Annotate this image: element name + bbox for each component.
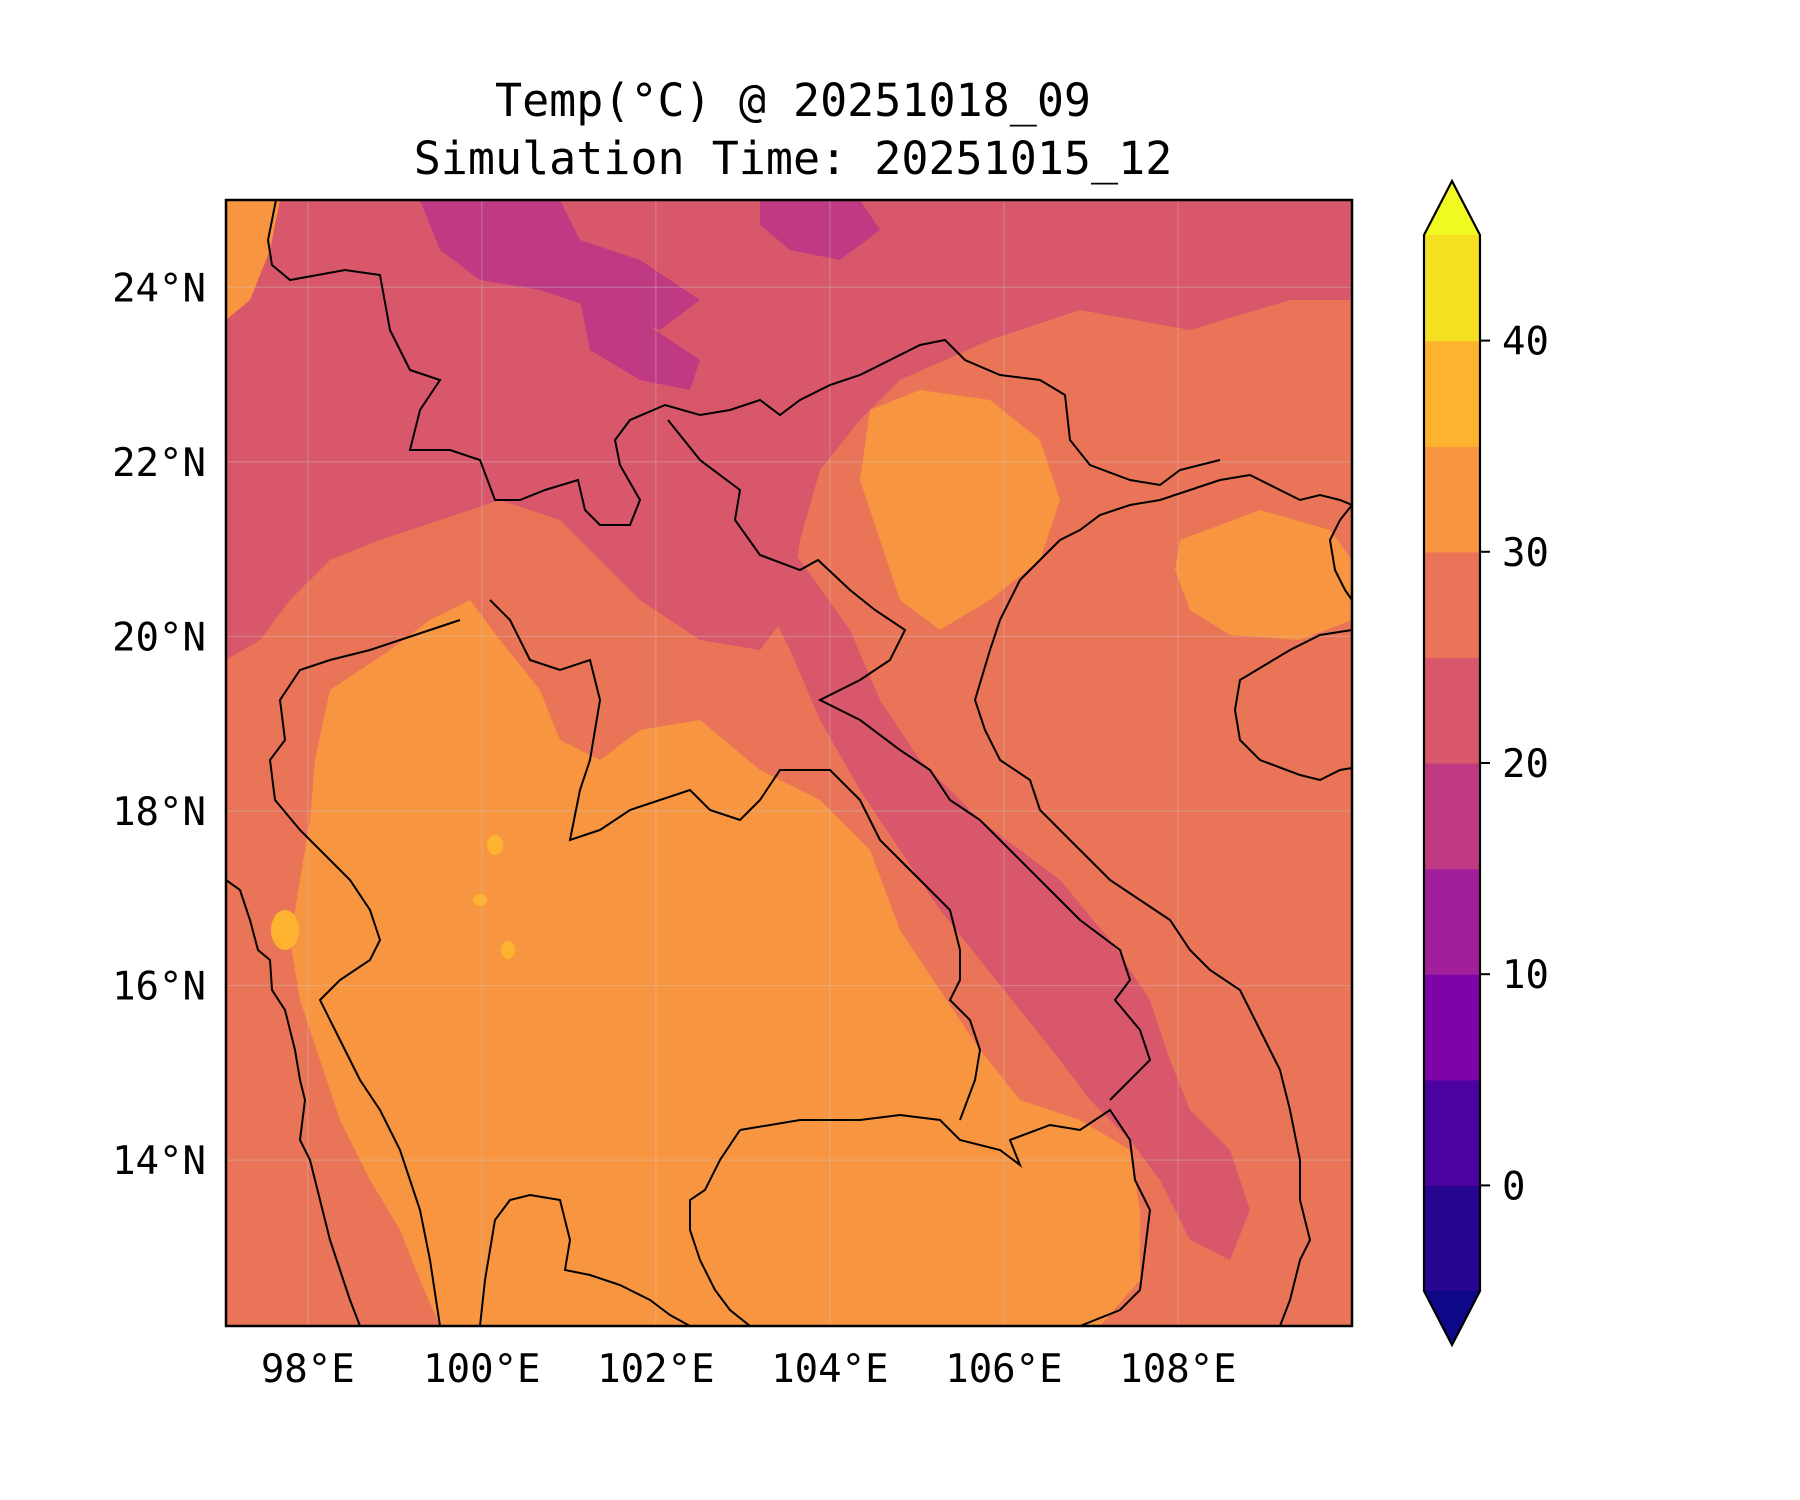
colorbar-segment [1424, 763, 1480, 870]
colorbar-segment [1424, 657, 1480, 764]
colorbar-segment [1424, 974, 1480, 1081]
cool-region-northern-highlands [226, 200, 1352, 660]
chart-title-line-1: Temp(°C) @ 20251018_09 [494, 74, 1092, 127]
y-tick-label: 14°N [112, 1139, 206, 1184]
warm-region-central-lowlands [290, 600, 1140, 1326]
x-axis-labels: 98°E 100°E 102°E 104°E 106°E 108°E [261, 1347, 1237, 1392]
colorbar-outline [1422, 178, 1482, 1348]
colorbar-segment [1424, 1185, 1480, 1292]
colorbar-tick-label: 0 [1502, 1164, 1525, 1209]
border-cambodia [739, 1108, 1152, 1326]
colorbar-extend-min [1424, 1291, 1480, 1345]
x-tick-label: 100°E [423, 1347, 540, 1392]
colorbar-segment [1424, 235, 1480, 342]
colorbar-tick-label: 30 [1502, 531, 1549, 576]
colorbar-tick-label: 20 [1502, 742, 1549, 787]
cambodia-west-border [689, 1129, 751, 1326]
coast-vietnam-east [973, 539, 1312, 1326]
y-tick-label: 16°N [112, 965, 206, 1010]
colorbar: 0 10 20 30 40 [1422, 178, 1549, 1348]
y-tick-label: 20°N [112, 615, 206, 660]
colorbar-tick-label: 10 [1502, 953, 1549, 998]
hot-spot-west [271, 910, 299, 950]
chart-title-line-2: Simulation Time: 20251015_12 [413, 132, 1173, 185]
y-tick-label: 22°N [112, 441, 206, 486]
hot-spot-central-1 [487, 835, 503, 855]
cold-patch-north-3 [580, 300, 700, 390]
coast-gulf-of-tonkin-north [1059, 473, 1352, 541]
hot-spot-central-2 [473, 894, 487, 906]
x-tick-label: 98°E [261, 1347, 355, 1392]
border-thailand-laos [489, 599, 982, 1121]
y-axis-labels: 24°N 22°N 20°N 18°N 16°N 14°N [112, 266, 206, 1184]
x-tick-label: 106°E [945, 1347, 1062, 1392]
warm-region-red-river-delta [860, 390, 1060, 630]
x-tick-label: 108°E [1119, 1347, 1236, 1392]
cool-strip-annamite-range [740, 520, 1250, 1260]
coast-andaman-west [226, 879, 361, 1326]
map-gridlines [226, 200, 1352, 1326]
border-myanmar-china [266, 200, 1221, 526]
colorbar-segment [1424, 446, 1480, 553]
coast-hainan [1233, 629, 1352, 782]
colorbar-segment [1424, 340, 1480, 447]
y-tick-label: 24°N [112, 266, 206, 311]
colorbar-segment [1424, 1079, 1480, 1186]
coast-leizhou [1328, 504, 1352, 601]
colorbar-extend-max [1424, 181, 1480, 235]
y-tick-label: 18°N [112, 790, 206, 835]
coastlines-and-borders [226, 200, 1352, 1326]
colorbar-segment [1424, 551, 1480, 658]
hot-spot-central-3 [501, 941, 515, 959]
colorbar-tick-label: 40 [1502, 320, 1549, 365]
x-tick-label: 102°E [597, 1347, 714, 1392]
colorbar-segment [1424, 868, 1480, 975]
warm-region-gulf-of-tonkin [1175, 510, 1352, 640]
coast-gulf-of-thailand [479, 1193, 691, 1326]
x-tick-label: 104°E [771, 1347, 888, 1392]
map-frame [224, 198, 1354, 1328]
map-area [226, 200, 1352, 1326]
border-laos-vietnam [667, 419, 1152, 1101]
cold-patch-north-2 [760, 200, 880, 260]
warm-patch-west [226, 200, 280, 320]
border-thailand-myanmar [268, 619, 461, 1326]
cold-patch-north-1 [420, 200, 700, 330]
